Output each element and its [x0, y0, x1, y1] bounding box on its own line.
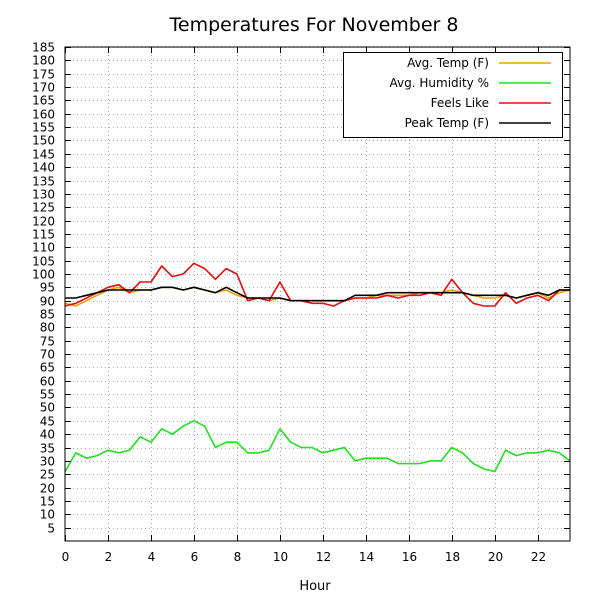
y-tick-label: 185: [32, 41, 55, 55]
legend-label: Peak Temp (F): [405, 116, 489, 130]
y-tick-label: 130: [32, 188, 55, 202]
y-tick-label: 140: [32, 161, 55, 175]
x-tick-label: 6: [191, 550, 199, 564]
x-tick-label: 2: [105, 550, 113, 564]
y-tick-label: 160: [32, 108, 55, 122]
y-tick-label: 15: [40, 495, 55, 509]
y-tick-label: 5: [47, 522, 55, 536]
x-tick-label: 4: [148, 550, 156, 564]
series-line-avg-humidity: [64, 419, 571, 473]
x-tick-label: 16: [402, 550, 417, 564]
y-tick-label: 90: [40, 295, 55, 309]
x-tick-label: 22: [531, 550, 546, 564]
x-axis-label: Hour: [299, 579, 331, 594]
series-lines: [64, 262, 571, 473]
y-tick-label: 30: [40, 455, 55, 469]
y-tick-label: 25: [40, 468, 55, 482]
y-tick-label: 100: [32, 268, 55, 282]
series-line-feels-like: [64, 262, 570, 307]
x-tick-label: 20: [488, 550, 503, 564]
chart-title: Temperatures For November 8: [169, 14, 459, 36]
legend-label: Feels Like: [431, 96, 489, 110]
y-tick-label: 115: [32, 228, 55, 242]
x-tick-label: 0: [62, 550, 70, 564]
x-tick-label: 10: [273, 550, 288, 564]
x-tick-label: 8: [234, 550, 242, 564]
axis-ticks: 5101520253035404550556065707580859095100…: [32, 41, 570, 564]
y-tick-label: 35: [40, 442, 55, 456]
y-tick-label: 55: [40, 388, 55, 402]
x-tick-label: 12: [316, 550, 331, 564]
legend-label: Avg. Temp (F): [407, 56, 489, 70]
legend: Avg. Temp (F) Avg. Humidity % Feels Like Pe…: [343, 52, 563, 138]
y-tick-label: 80: [40, 321, 55, 335]
legend-label: Avg. Humidity %: [390, 76, 489, 90]
y-tick-label: 180: [32, 54, 55, 68]
y-tick-label: 120: [32, 215, 55, 229]
y-tick-label: 75: [40, 335, 55, 349]
y-tick-label: 50: [40, 401, 55, 415]
y-tick-label: 105: [32, 255, 55, 269]
series-line-peak-temp-f: [65, 286, 570, 302]
y-tick-label: 155: [32, 121, 55, 135]
plot-frame: [64, 46, 571, 542]
y-tick-label: 40: [40, 428, 55, 442]
y-tick-label: 150: [32, 134, 55, 148]
y-tick-label: 60: [40, 375, 55, 389]
y-tick-label: 10: [40, 508, 55, 522]
y-tick-label: 20: [40, 482, 55, 496]
x-tick-label: 14: [359, 550, 374, 564]
y-tick-label: 70: [40, 348, 55, 362]
y-tick-label: 45: [40, 415, 55, 429]
y-tick-label: 145: [32, 148, 55, 162]
y-tick-label: 65: [40, 361, 55, 375]
y-tick-label: 175: [32, 68, 55, 82]
x-tick-label: 18: [445, 550, 460, 564]
y-tick-label: 170: [32, 81, 55, 95]
y-tick-label: 110: [32, 241, 55, 255]
y-tick-label: 135: [32, 175, 55, 189]
y-tick-label: 85: [40, 308, 55, 322]
y-tick-label: 95: [40, 281, 55, 295]
y-tick-label: 125: [32, 201, 55, 215]
y-tick-label: 165: [32, 94, 55, 108]
